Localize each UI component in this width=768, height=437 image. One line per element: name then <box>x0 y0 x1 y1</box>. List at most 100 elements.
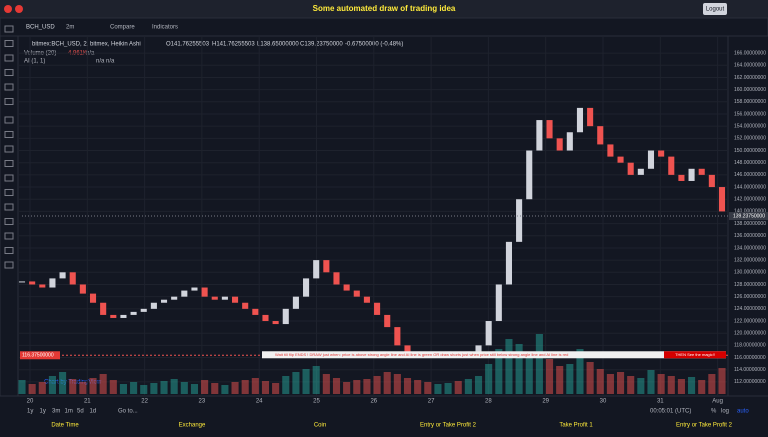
candle <box>323 260 330 273</box>
volume-bar <box>698 380 706 394</box>
candle <box>211 296 218 300</box>
y-tick-label: 140.00000000 <box>734 209 766 215</box>
x-tick-label: 25 <box>313 399 320 405</box>
x-tick-label: 24 <box>256 399 263 405</box>
volume-bar <box>576 349 584 394</box>
footer-label: Date Time <box>51 423 79 429</box>
candle <box>637 168 644 175</box>
range-button[interactable]: 1m <box>65 409 73 415</box>
volume-bar <box>190 384 199 394</box>
y-tick-label: 142.00000000 <box>734 197 766 203</box>
y-tick-label: 154.00000000 <box>734 123 766 129</box>
y-tick-label: 134.00000000 <box>734 245 766 251</box>
y-tick-label: 126.00000000 <box>734 294 766 300</box>
log-toggle[interactable]: log <box>721 409 729 415</box>
tool-icon[interactable] <box>4 25 14 33</box>
y-tick-label: 116.00000000 <box>734 355 766 361</box>
candle <box>546 120 553 139</box>
volume-bar <box>353 380 361 394</box>
volume-bar <box>69 379 77 394</box>
logout-label[interactable]: Logout <box>706 7 725 13</box>
percent-toggle[interactable]: % <box>711 409 717 415</box>
tool-icon[interactable] <box>4 218 14 225</box>
candle <box>718 187 726 212</box>
tool-icon[interactable] <box>4 131 14 138</box>
range-button[interactable]: 1y <box>40 409 46 415</box>
volume-bar <box>535 334 543 394</box>
tool-icon[interactable] <box>4 247 14 254</box>
footer-label: Exchange <box>179 423 206 429</box>
volume-bar <box>485 364 493 394</box>
candle <box>191 287 198 291</box>
candle <box>201 287 208 297</box>
volume-bar <box>403 378 412 394</box>
volume-bar <box>272 383 280 394</box>
tool-icon[interactable] <box>4 174 14 182</box>
volume-bar <box>393 374 401 394</box>
candle <box>140 308 147 312</box>
tool-icon[interactable] <box>4 203 14 211</box>
y-tick-label: 120.00000000 <box>734 331 766 337</box>
tool-icon[interactable] <box>4 232 14 240</box>
volume-bar <box>545 359 554 394</box>
interval[interactable]: 2m <box>66 25 74 31</box>
tool-icon[interactable] <box>4 40 14 47</box>
y-tick-label: 130.00000000 <box>734 270 766 276</box>
auto-toggle[interactable]: auto <box>737 409 749 415</box>
volume-bar <box>221 385 229 394</box>
range-button[interactable]: 1d <box>90 409 97 415</box>
candle <box>181 290 188 297</box>
volume-bar <box>180 382 188 394</box>
candle <box>262 314 269 322</box>
indicators[interactable]: Indicators <box>152 25 178 31</box>
candle <box>668 156 675 175</box>
tool-icon[interactable] <box>4 160 14 167</box>
volume-bar <box>515 344 523 394</box>
y-tick-label: 144.00000000 <box>734 184 766 190</box>
candle <box>252 308 259 315</box>
volume-bar <box>596 369 604 394</box>
footer-label: Take Profit 1 <box>559 423 593 429</box>
tool-icon[interactable] <box>4 69 14 76</box>
x-tick-label: 28 <box>485 399 492 405</box>
tool-icon[interactable] <box>4 98 14 105</box>
tool-icon[interactable] <box>4 116 14 124</box>
candle <box>708 174 715 188</box>
candle <box>221 296 228 300</box>
logout-button[interactable] <box>703 3 727 15</box>
candle <box>49 278 56 288</box>
tool-icon[interactable] <box>4 189 14 196</box>
y-tick-label: 114.00000000 <box>734 367 766 373</box>
tool-icon[interactable] <box>4 54 14 62</box>
candle <box>232 296 239 303</box>
candle <box>363 296 370 303</box>
volume-bar <box>302 369 310 394</box>
volume-bar <box>708 374 716 394</box>
x-tick-label: 29 <box>542 399 549 405</box>
range-button[interactable]: 5d <box>77 409 84 415</box>
volume-bar <box>130 382 138 394</box>
volume-bar <box>667 376 675 394</box>
range-button[interactable]: 1y <box>27 409 33 415</box>
volume-bar <box>505 339 513 394</box>
y-tick-label: 152.00000000 <box>734 136 766 142</box>
ai-label: AI (1, 1) <box>24 59 45 65</box>
tool-icon[interactable] <box>4 145 14 153</box>
y-tick-label: 128.00000000 <box>734 282 766 288</box>
volume-bar <box>606 374 614 394</box>
volume-bar <box>373 376 381 394</box>
goto-button[interactable]: Go to... <box>118 409 138 415</box>
logo-icon <box>4 5 12 13</box>
footer <box>0 418 768 432</box>
tool-icon[interactable] <box>4 261 14 269</box>
volume-bar <box>282 376 290 394</box>
x-tick-label: 30 <box>600 399 607 405</box>
compare[interactable]: Compare <box>110 25 135 31</box>
candle <box>313 260 320 279</box>
volume-bar <box>59 372 67 394</box>
symbol[interactable]: BCH_USD <box>26 25 55 31</box>
range-button[interactable]: 3m <box>52 409 60 415</box>
candle <box>394 327 401 346</box>
tool-icon[interactable] <box>4 83 14 91</box>
